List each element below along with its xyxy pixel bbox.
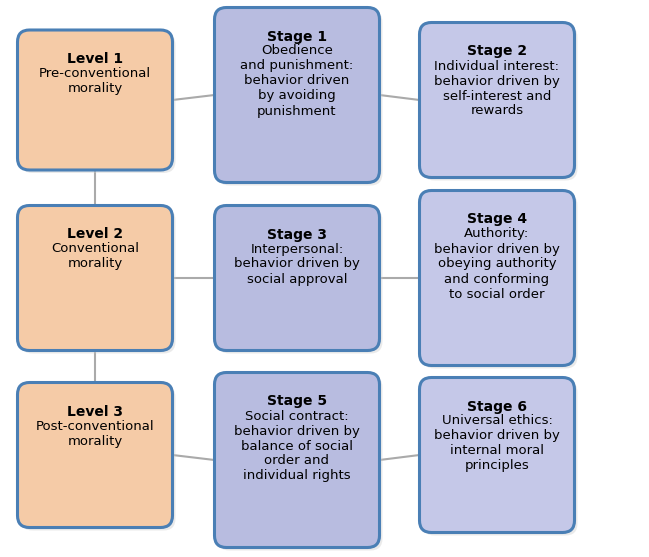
- Text: Interpersonal:
behavior driven by
social approval: Interpersonal: behavior driven by social…: [234, 242, 360, 286]
- Text: Level 3: Level 3: [67, 404, 123, 418]
- Text: Level 2: Level 2: [67, 227, 123, 242]
- Text: Stage 6: Stage 6: [467, 399, 527, 413]
- FancyBboxPatch shape: [18, 383, 173, 527]
- FancyBboxPatch shape: [217, 11, 382, 185]
- FancyBboxPatch shape: [21, 385, 175, 530]
- Text: Stage 2: Stage 2: [467, 45, 527, 58]
- Text: Stage 4: Stage 4: [467, 213, 527, 227]
- Text: Authority:
behavior driven by
obeying authority
and conforming
to social order: Authority: behavior driven by obeying au…: [434, 227, 560, 300]
- Text: Stage 5: Stage 5: [267, 394, 327, 408]
- Text: Post-conventional
morality: Post-conventional morality: [36, 419, 154, 447]
- FancyBboxPatch shape: [215, 373, 380, 548]
- Text: Obedience
and punishment:
behavior driven
by avoiding
punishment: Obedience and punishment: behavior drive…: [240, 45, 354, 118]
- Text: Stage 3: Stage 3: [267, 227, 327, 242]
- Text: Level 1: Level 1: [67, 52, 123, 66]
- Text: Stage 1: Stage 1: [267, 30, 327, 43]
- Text: Pre-conventional
morality: Pre-conventional morality: [39, 67, 151, 95]
- FancyBboxPatch shape: [215, 206, 380, 350]
- Text: Individual interest:
behavior driven by
self-interest and
rewards: Individual interest: behavior driven by …: [434, 60, 560, 118]
- FancyBboxPatch shape: [18, 206, 173, 350]
- FancyBboxPatch shape: [419, 190, 574, 365]
- Text: Universal ethics:
behavior driven by
internal moral
principles: Universal ethics: behavior driven by int…: [434, 414, 560, 472]
- FancyBboxPatch shape: [419, 378, 574, 532]
- FancyBboxPatch shape: [419, 22, 574, 178]
- FancyBboxPatch shape: [21, 33, 175, 173]
- FancyBboxPatch shape: [422, 193, 578, 369]
- Text: Conventional
morality: Conventional morality: [51, 242, 139, 271]
- FancyBboxPatch shape: [18, 30, 173, 170]
- FancyBboxPatch shape: [422, 380, 578, 535]
- FancyBboxPatch shape: [217, 375, 382, 550]
- FancyBboxPatch shape: [217, 208, 382, 354]
- FancyBboxPatch shape: [21, 208, 175, 354]
- FancyBboxPatch shape: [215, 7, 380, 183]
- FancyBboxPatch shape: [422, 26, 578, 180]
- Text: Social contract:
behavior driven by
balance of social
order and
individual right: Social contract: behavior driven by bala…: [234, 409, 360, 482]
